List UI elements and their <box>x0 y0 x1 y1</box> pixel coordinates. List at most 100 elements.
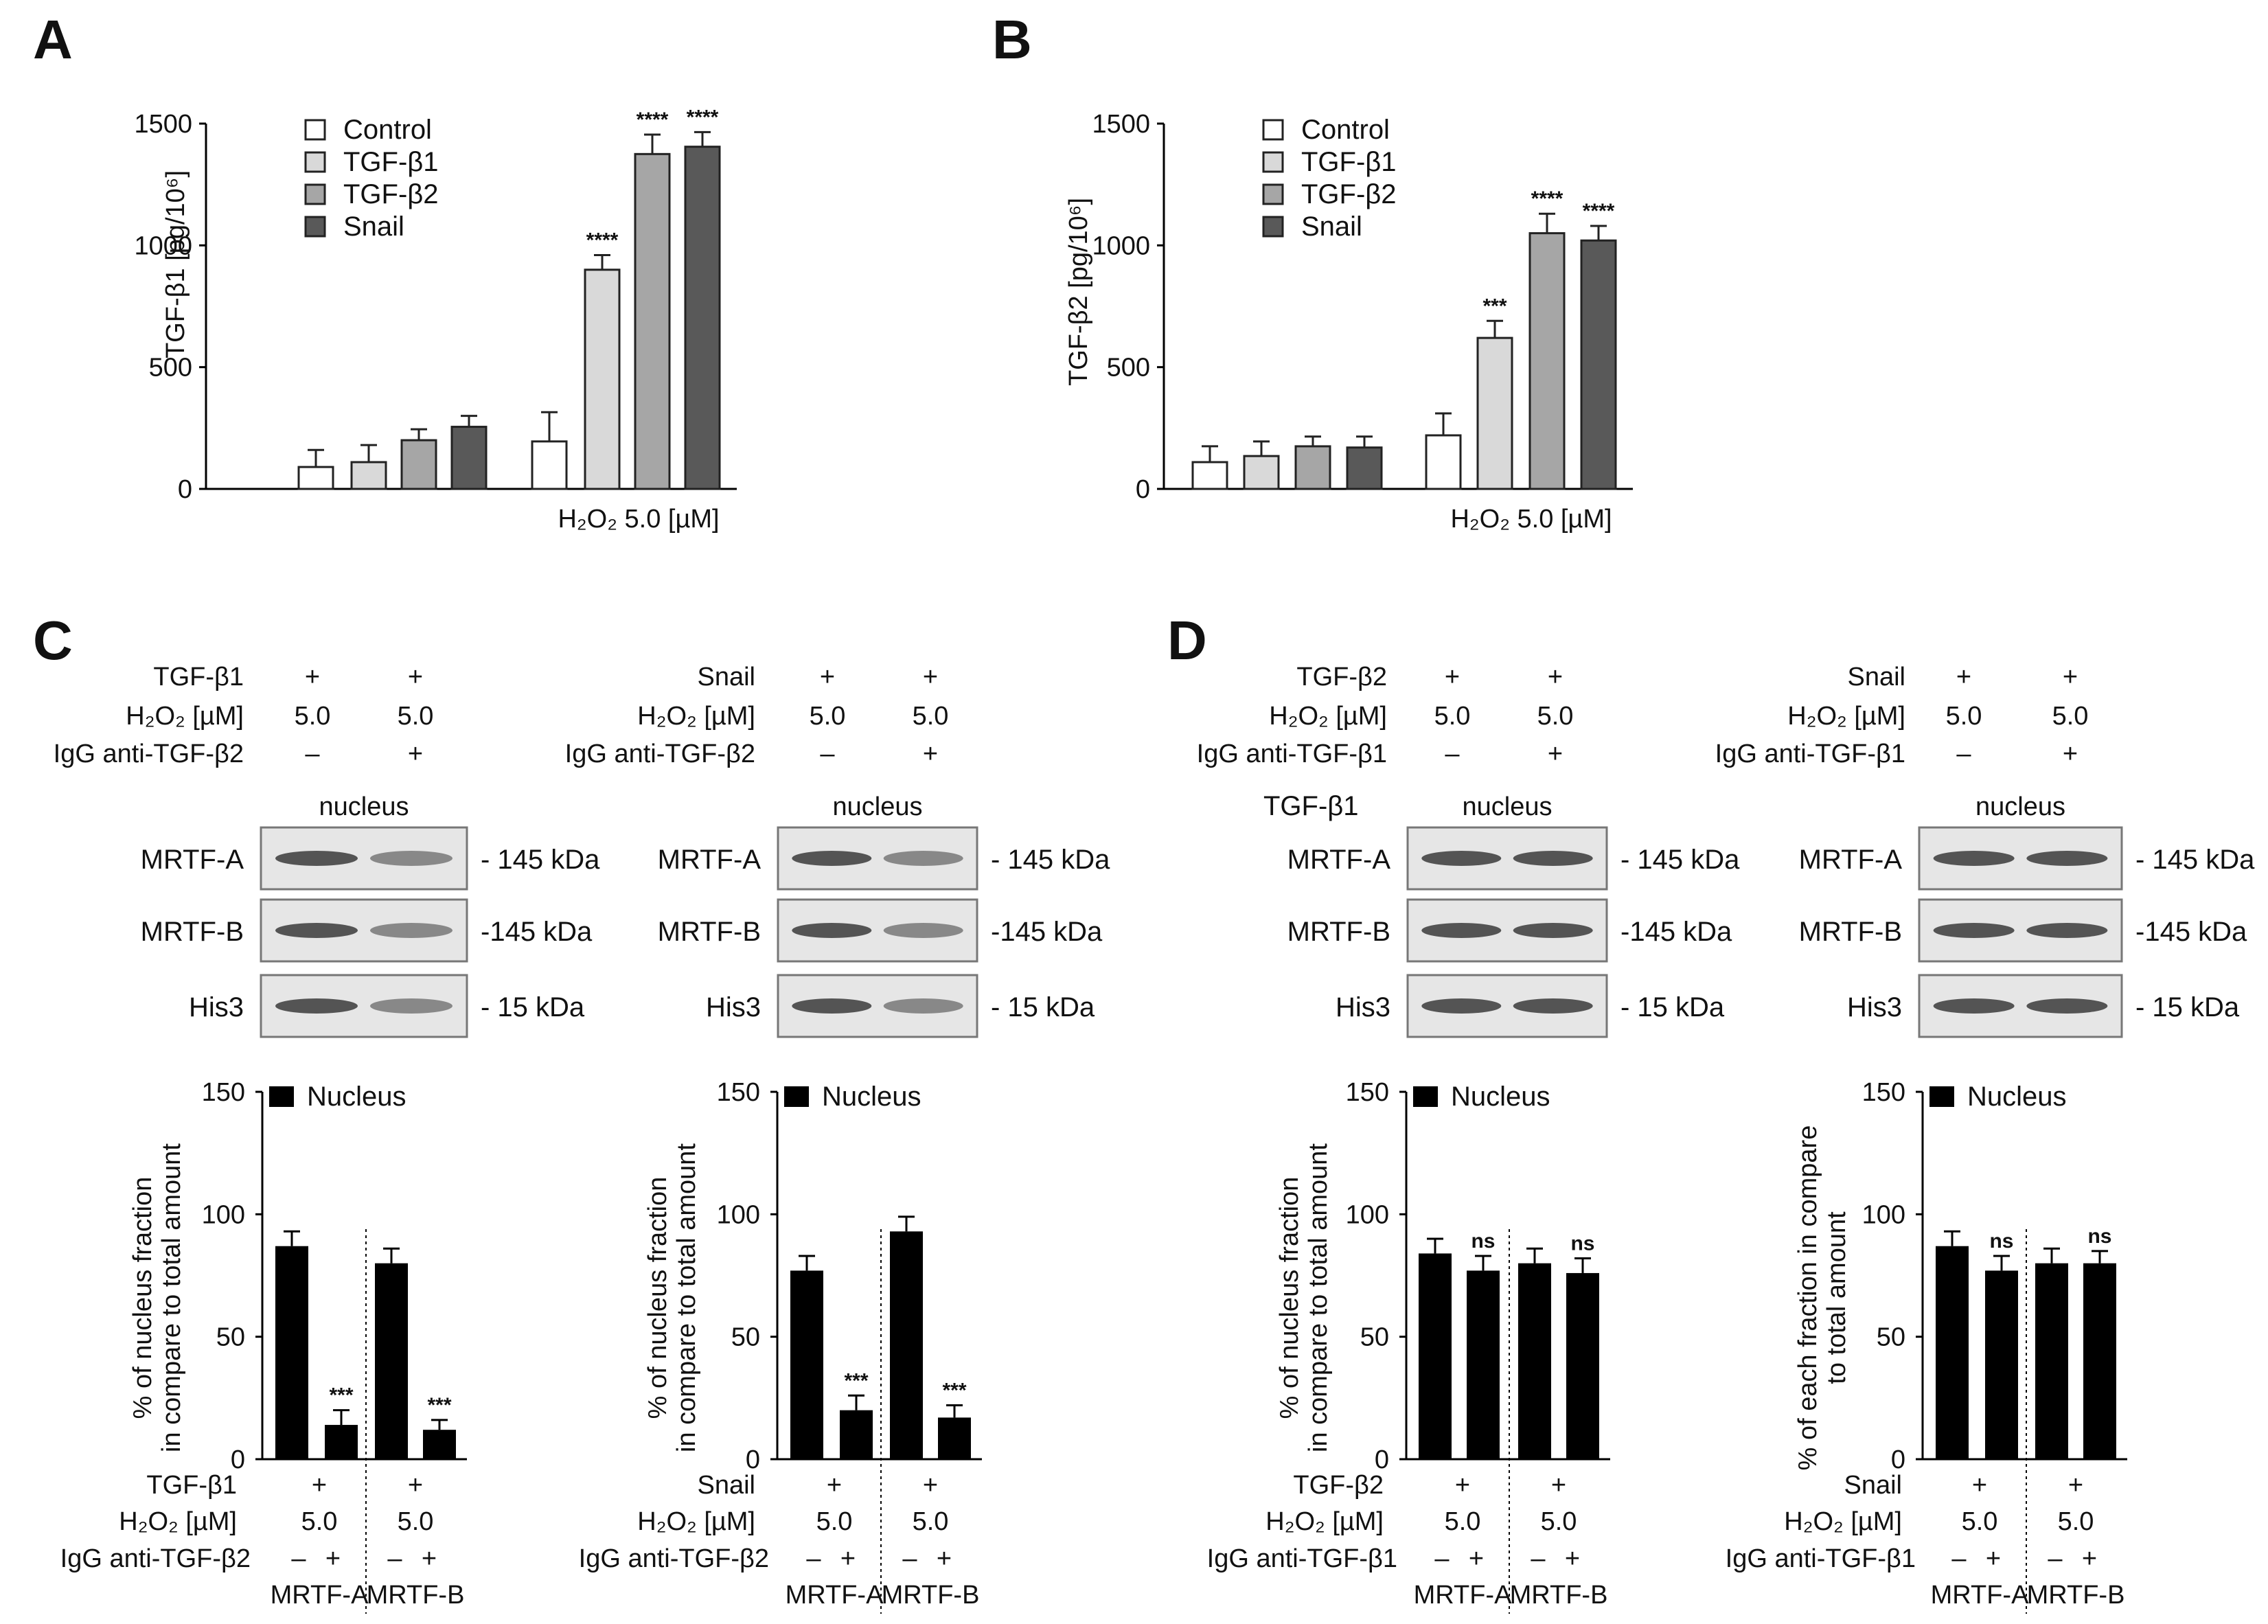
igg-sign: – <box>1531 1544 1546 1573</box>
bar <box>890 1231 923 1459</box>
bar <box>1476 336 1513 490</box>
igg-label: IgG anti-TGF-β2 <box>579 1544 769 1573</box>
protein-label: MRTF-A <box>1799 845 1903 875</box>
bar <box>1936 1246 1969 1459</box>
bar <box>584 268 621 490</box>
y-tick-label: 100 <box>717 1200 760 1229</box>
legend-swatch <box>269 1086 294 1107</box>
panel-label: B <box>992 9 1032 70</box>
y-axis-label: % of each fraction in compare <box>1794 1125 1822 1471</box>
blot-band <box>1933 923 2015 938</box>
h2o2-value: 5.0 <box>913 702 949 731</box>
protein-label: His3 <box>1336 992 1390 1022</box>
bar <box>1294 445 1331 490</box>
igg-label: IgG anti-TGF-β2 <box>565 740 755 768</box>
group-label: MRTF-B <box>2027 1581 2125 1610</box>
igg-sign: – <box>305 740 320 768</box>
treatment-plus: + <box>1445 663 1460 691</box>
y-axis-label: in compare to total amount <box>672 1143 701 1452</box>
bar <box>350 461 387 490</box>
blot-band <box>370 851 453 866</box>
igg-sign: + <box>923 740 938 768</box>
legend-label: Nucleus <box>1967 1082 2067 1112</box>
bar <box>1191 461 1228 490</box>
group-label: MRTF-B <box>882 1581 980 1610</box>
h2o2-value: 5.0 <box>301 1507 338 1536</box>
bar <box>1243 455 1280 490</box>
igg-label: IgG anti-TGF-β1 <box>1197 740 1387 768</box>
bar <box>1419 1253 1452 1459</box>
kda-label: - 145 kDa <box>2135 845 2255 875</box>
y-axis-label: TGF-β2 [pg/10⁶] <box>1064 198 1093 386</box>
group-label: MRTF-B <box>367 1581 465 1610</box>
bar <box>1580 239 1617 490</box>
protein-label: MRTF-B <box>658 917 761 947</box>
y-axis-label: % of nucleus fraction <box>128 1177 157 1419</box>
kda-label: - 145 kDa <box>1620 845 1740 875</box>
group-label: MRTF-A <box>271 1581 369 1610</box>
bar <box>423 1430 456 1459</box>
blot-band <box>1933 851 2015 866</box>
kda-label: - 15 kDa <box>2135 992 2240 1022</box>
group-label: MRTF-A <box>786 1581 884 1610</box>
treatment-label: TGF-β1 <box>146 1471 237 1500</box>
igg-sign: – <box>1434 1544 1450 1573</box>
significance-label: ns <box>2087 1225 2111 1248</box>
kda-label: - 15 kDa <box>481 992 585 1022</box>
protein-label: MRTF-B <box>1799 917 1902 947</box>
igg-sign: + <box>408 740 423 768</box>
y-tick-label: 0 <box>1891 1445 1905 1474</box>
treatment-label: Snail <box>698 1471 756 1500</box>
protein-label: His3 <box>189 992 244 1022</box>
group-label-h2o2: H₂O₂ 5.0 [µM] <box>1450 505 1612 534</box>
igg-sign: + <box>422 1544 437 1573</box>
y-tick-label: 0 <box>746 1445 760 1474</box>
blot-band <box>1421 923 1502 938</box>
compartment-label: nucleus <box>319 792 409 821</box>
y-axis-label: TGF-β1 [pg/10⁶] <box>161 170 190 358</box>
h2o2-value: 5.0 <box>913 1507 949 1536</box>
bar <box>634 152 671 490</box>
legend-label: Control <box>1301 115 1390 145</box>
significance-label: *** <box>427 1394 451 1417</box>
significance-label: **** <box>1583 200 1615 222</box>
treatment-plus: + <box>2068 1471 2083 1500</box>
h2o2-value: 5.0 <box>1946 702 1982 731</box>
legend-label: TGF-β2 <box>343 179 439 209</box>
igg-sign: – <box>1956 740 1971 768</box>
y-tick-label: 50 <box>216 1323 245 1352</box>
igg-sign: + <box>2063 740 2078 768</box>
bar <box>2035 1263 2068 1459</box>
y-tick-label: 100 <box>1346 1200 1389 1229</box>
protein-label: His3 <box>1847 992 1902 1022</box>
legend-swatch <box>304 119 326 141</box>
h2o2-value: 5.0 <box>398 1507 434 1536</box>
legend-swatch <box>304 151 326 173</box>
treatment-label: Snail <box>1844 1471 1903 1500</box>
legend-label: Snail <box>1301 211 1362 242</box>
bar <box>450 426 488 490</box>
bar <box>400 439 437 490</box>
igg-sign: + <box>1548 740 1563 768</box>
h2o2-value: 5.0 <box>816 1507 853 1536</box>
y-axis-label: % of nucleus fraction <box>1275 1177 1304 1419</box>
blot-band <box>2026 923 2108 938</box>
treatment-plus: + <box>2063 663 2078 691</box>
bar <box>1566 1272 1599 1459</box>
significance-label: **** <box>687 106 719 128</box>
significance-label: ns <box>1471 1230 1495 1253</box>
kda-label: -145 kDa <box>2135 917 2247 947</box>
blot-band <box>370 998 453 1014</box>
significance-label: *** <box>844 1369 868 1392</box>
kda-label: -145 kDa <box>481 917 593 947</box>
igg-sign: – <box>902 1544 917 1573</box>
blot-band <box>883 998 963 1014</box>
y-tick-label: 0 <box>1375 1445 1389 1474</box>
treatment-plus: + <box>820 663 835 691</box>
y-tick-label: 150 <box>717 1078 760 1107</box>
y-axis-label: in compare to total amount <box>1304 1143 1333 1452</box>
blot-band <box>275 923 358 938</box>
kda-label: - 15 kDa <box>1620 992 1725 1022</box>
